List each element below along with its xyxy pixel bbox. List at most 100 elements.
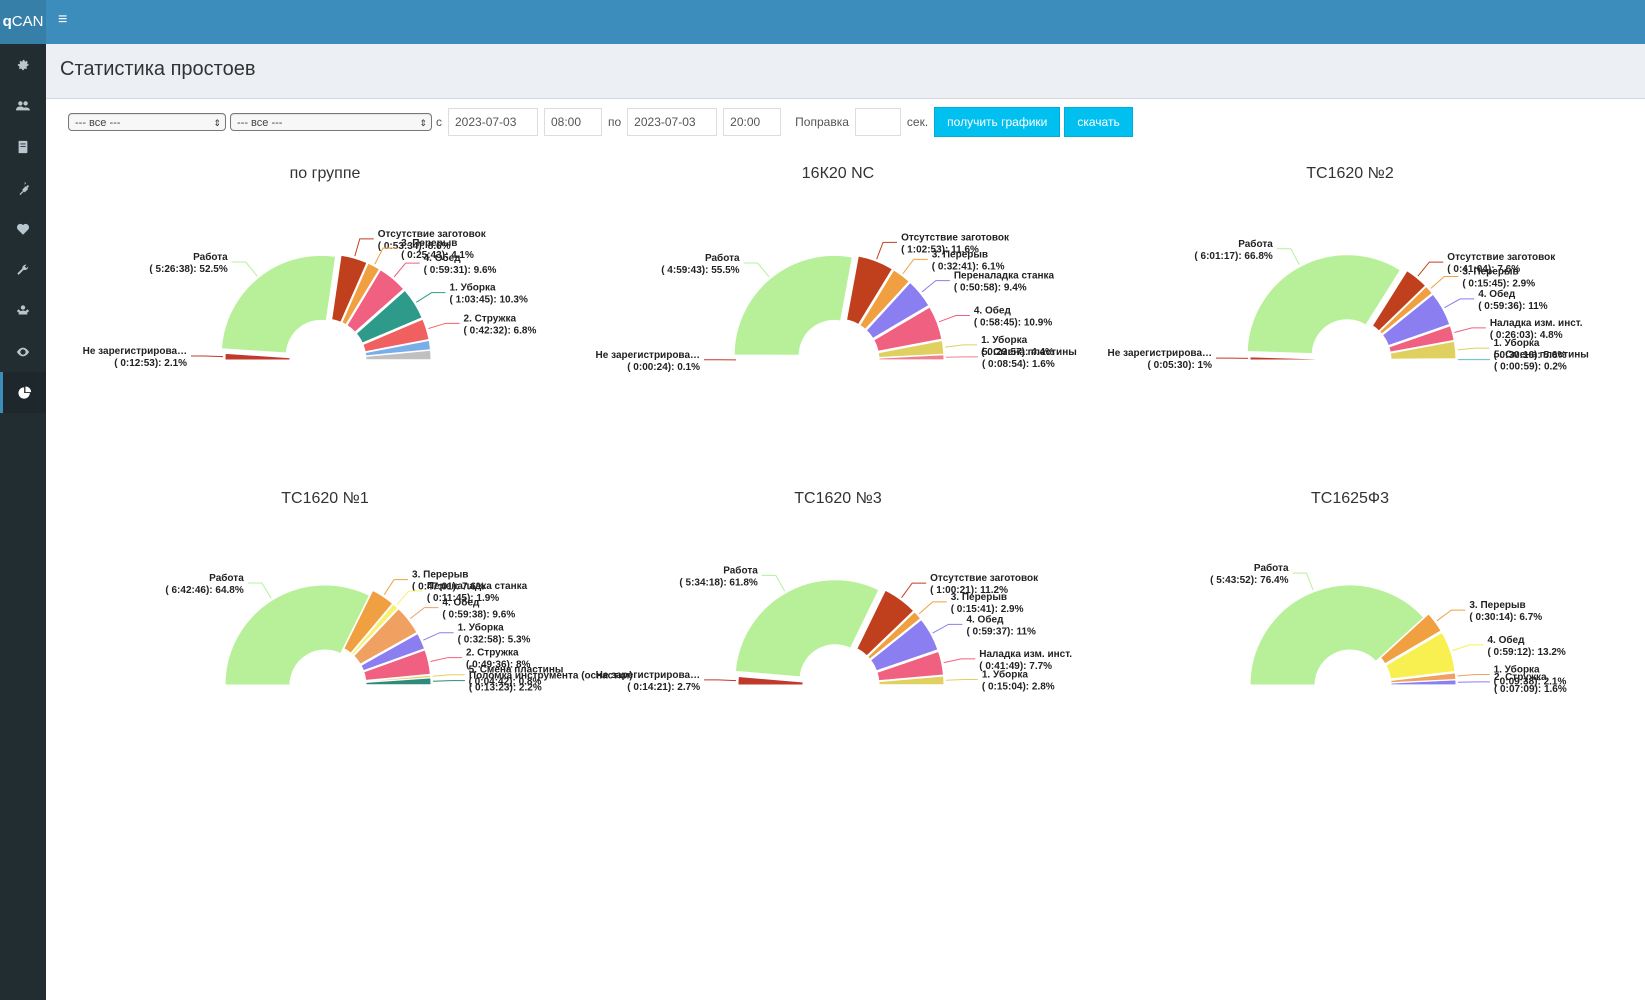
pie-slice[interactable] — [1389, 340, 1457, 360]
label-connector — [743, 262, 770, 278]
label-connector — [876, 241, 898, 260]
chart-title-6: ТС1625Ф3 — [1311, 490, 1389, 507]
hamburger-icon[interactable]: ≡ — [58, 11, 68, 28]
correction-input[interactable] — [854, 108, 901, 136]
select-arrows-icon: ⇕ — [213, 118, 221, 128]
sidebar-item-book[interactable] — [0, 126, 46, 167]
label-connector — [1436, 609, 1466, 622]
pie-slice[interactable] — [1381, 293, 1451, 347]
label-connector — [374, 247, 398, 265]
pie-slice[interactable] — [869, 618, 939, 672]
label-connector — [428, 322, 460, 330]
from-time-input[interactable]: 08:00 — [544, 108, 602, 136]
slice-value-label: ( 0:32:58): 5.3% — [458, 635, 531, 646]
page-title: Статистика простоев — [60, 58, 256, 80]
pie-slice[interactable] — [733, 254, 853, 356]
pie-slice[interactable] — [856, 589, 915, 657]
machine-select[interactable]: --- все --- ⇕ — [230, 113, 432, 131]
sidebar-item-settings[interactable] — [0, 44, 46, 85]
pie-slice[interactable] — [224, 584, 371, 686]
label-connector — [247, 582, 272, 599]
to-date-input[interactable]: 2023-07-03 — [627, 108, 718, 136]
pie-slice[interactable] — [867, 611, 922, 660]
download-button[interactable]: скачать — [1064, 107, 1133, 137]
slice-value-label: ( 0:41:49): 7.7% — [979, 661, 1052, 672]
app-logo[interactable]: qCAN — [0, 0, 46, 44]
pie-slice[interactable] — [343, 589, 394, 654]
slice-value-label: ( 0:13:23): 2.2% — [469, 683, 542, 694]
pie-slice[interactable] — [1378, 285, 1434, 335]
pie-slice[interactable] — [341, 262, 381, 326]
pie-slice[interactable] — [353, 608, 418, 665]
group-icon — [16, 304, 30, 314]
pie-slice[interactable] — [1371, 269, 1427, 332]
pie-slice[interactable] — [1249, 584, 1425, 686]
pie-slice[interactable] — [1379, 613, 1442, 665]
pie-slice[interactable] — [737, 675, 804, 686]
pie-slice[interactable] — [734, 579, 880, 678]
pie-slice[interactable] — [877, 339, 945, 359]
group-select[interactable]: --- все --- ⇕ — [68, 113, 226, 131]
slice-value-label: ( 0:08:54): 1.6% — [982, 359, 1055, 370]
pie-slice[interactable] — [1249, 356, 1316, 361]
pie-slice[interactable] — [1388, 325, 1455, 353]
to-time-input[interactable]: 20:00 — [723, 108, 782, 136]
pie-slice[interactable] — [1390, 679, 1457, 686]
get-charts-button[interactable]: получить графики — [934, 107, 1061, 137]
wrench-icon — [17, 264, 29, 275]
slice-label: Работа — [723, 564, 758, 576]
slice-label: 4. Обед — [974, 304, 1012, 316]
pie-slice[interactable] — [365, 349, 432, 361]
pie-chart-4: Работа( 6:42:46): 64.8% 3. Перерыв( 0:47:… — [165, 570, 632, 694]
pie-slice[interactable] — [331, 254, 368, 323]
pie-slice[interactable] — [876, 650, 945, 682]
slice-value-label: ( 0:15:41): 2.9% — [951, 604, 1024, 615]
pie-slice[interactable] — [878, 675, 945, 686]
slice-value-label: ( 0:30:16): 5.6% — [1493, 350, 1566, 361]
label-connector — [416, 292, 446, 303]
sidebar-item-tools[interactable] — [0, 249, 46, 290]
pie-slice[interactable] — [859, 269, 910, 331]
pie-slice[interactable] — [362, 318, 430, 353]
slice-label: 2. Стружка — [464, 313, 517, 324]
label-connector — [945, 678, 978, 681]
sidebar-item-plug[interactable] — [0, 167, 46, 208]
filter-bar: --- все --- ⇕ --- все --- ⇕ с 2023-07-03 0… — [68, 107, 1137, 137]
slice-value-label: ( 1:00:21): 11.2% — [930, 585, 1008, 596]
slice-label: Поломка инструмента (оснастки) — [469, 671, 633, 682]
pie-slice[interactable] — [224, 352, 291, 361]
sidebar-item-health[interactable] — [0, 208, 46, 249]
pie-slice[interactable] — [364, 339, 432, 357]
pie-slice[interactable] — [845, 255, 894, 326]
pie-slice[interactable] — [873, 306, 943, 352]
pie-slice[interactable] — [360, 632, 426, 672]
eye-icon — [16, 347, 30, 356]
pie-slice[interactable] — [220, 254, 337, 354]
slice-value-label: ( 6:42:46): 64.8% — [165, 585, 243, 596]
pie-slice[interactable] — [878, 354, 945, 361]
pie-slice[interactable] — [1390, 672, 1457, 684]
slice-value-label: ( 0:12:53): 2.1% — [114, 358, 187, 369]
pie-slice[interactable] — [865, 281, 930, 340]
slice-value-label: ( 0:11:45): 1.9% — [427, 593, 499, 604]
slice-value-label: ( 0:00:59): 0.2% — [1494, 362, 1567, 373]
slice-label: 1. Уборка — [449, 282, 495, 294]
pie-slice[interactable] — [365, 677, 432, 686]
sidebar-item-statistics[interactable] — [0, 372, 46, 413]
sidebar-item-monitor[interactable] — [0, 331, 46, 372]
pie-slice[interactable] — [1246, 254, 1402, 355]
sidebar-item-groups[interactable] — [0, 290, 46, 331]
from-date-input[interactable]: 2023-07-03 — [448, 108, 538, 136]
pie-slice[interactable] — [365, 674, 432, 683]
slice-value-label: ( 0:53:34): 8.6% — [378, 241, 451, 252]
sidebar-item-users[interactable] — [0, 85, 46, 126]
pie-slice[interactable] — [350, 603, 399, 656]
label-connector — [432, 674, 465, 677]
label-connector — [231, 261, 258, 277]
pie-slice[interactable] — [1385, 631, 1456, 680]
pie-slice[interactable] — [355, 289, 423, 344]
pie-slice[interactable] — [1390, 358, 1457, 361]
pie-slice[interactable] — [346, 269, 405, 333]
slice-value-label: ( 0:00:24): 0.1% — [627, 362, 700, 373]
pie-slice[interactable] — [363, 649, 431, 681]
